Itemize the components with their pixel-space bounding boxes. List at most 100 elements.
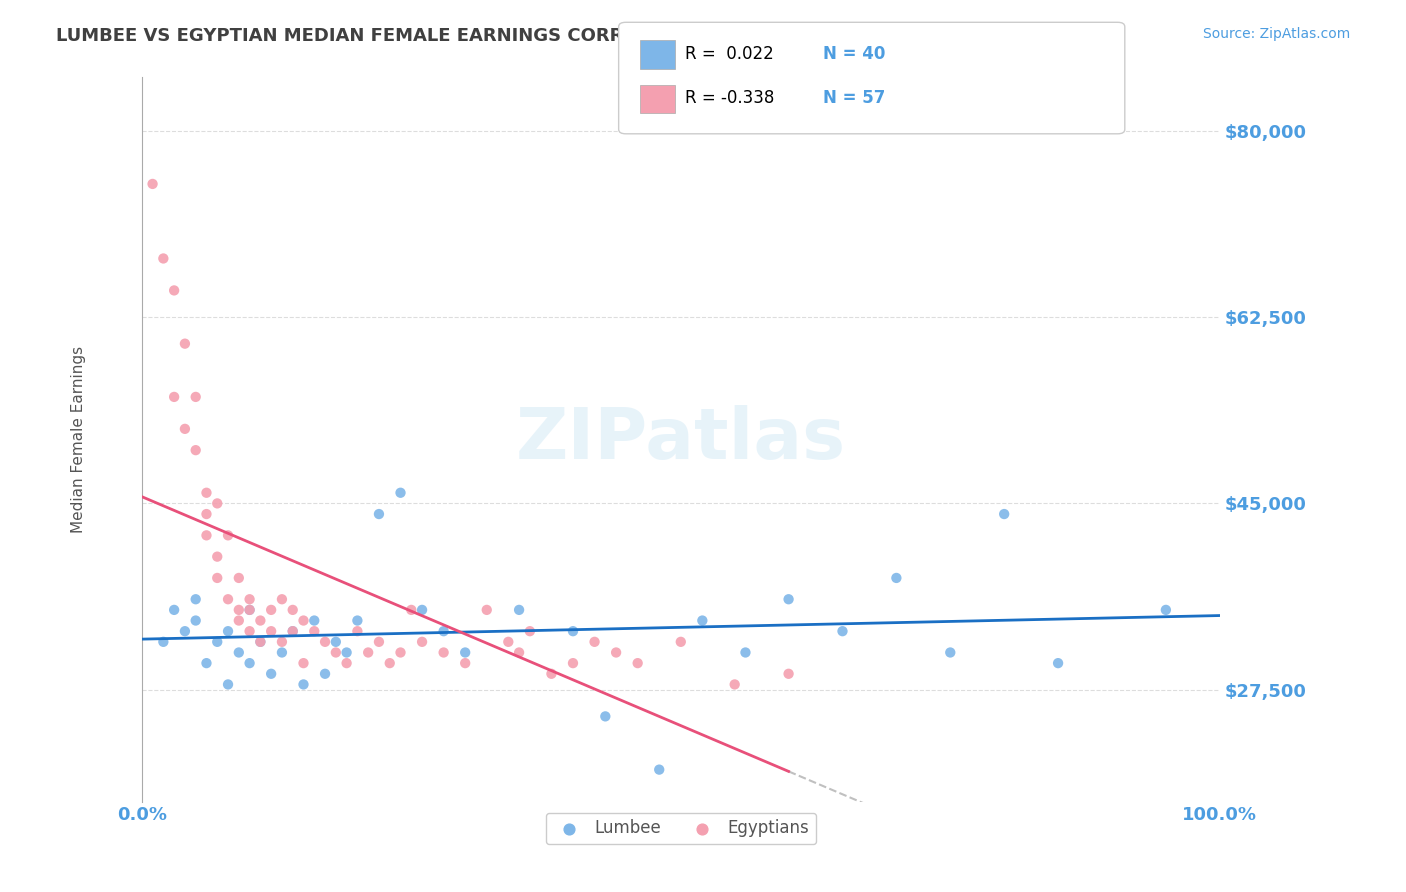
Point: [1047, 656, 1070, 670]
Text: N = 40: N = 40: [823, 45, 884, 62]
Point: [325, 645, 347, 659]
Point: [228, 571, 250, 585]
Point: [239, 603, 262, 617]
Point: [292, 677, 315, 691]
Point: [325, 635, 347, 649]
Point: [378, 656, 401, 670]
Point: [228, 645, 250, 659]
Point: [260, 603, 283, 617]
Point: [886, 571, 908, 585]
Point: [304, 624, 326, 639]
Point: [174, 624, 197, 639]
Point: [228, 614, 250, 628]
Point: [195, 528, 218, 542]
Point: [475, 603, 498, 617]
Point: [184, 390, 207, 404]
Point: [217, 624, 239, 639]
Point: [249, 635, 271, 649]
Point: [346, 624, 368, 639]
Point: [562, 656, 585, 670]
Point: [411, 603, 433, 617]
Point: [217, 528, 239, 542]
Point: [239, 603, 262, 617]
Point: [195, 485, 218, 500]
Text: N = 57: N = 57: [823, 89, 884, 107]
Point: [163, 390, 186, 404]
Point: [583, 635, 606, 649]
Point: [239, 592, 262, 607]
Point: [174, 422, 197, 436]
Point: [207, 635, 229, 649]
Point: [217, 677, 239, 691]
Point: [207, 571, 229, 585]
Point: [281, 624, 304, 639]
Text: ZIPatlas: ZIPatlas: [516, 405, 846, 474]
Point: [389, 645, 412, 659]
Point: [271, 592, 294, 607]
Point: [195, 507, 218, 521]
Point: [281, 624, 304, 639]
Point: [336, 645, 359, 659]
Point: [292, 656, 315, 670]
Point: [207, 496, 229, 510]
Point: [778, 592, 800, 607]
Point: [163, 603, 186, 617]
Point: [292, 614, 315, 628]
Point: [562, 624, 585, 639]
Point: [993, 507, 1015, 521]
Point: [605, 645, 627, 659]
Point: [304, 614, 326, 628]
Point: [239, 656, 262, 670]
Text: R = -0.338: R = -0.338: [685, 89, 775, 107]
Point: [207, 549, 229, 564]
Legend: Lumbee, Egyptians: Lumbee, Egyptians: [546, 813, 815, 844]
Text: Source: ZipAtlas.com: Source: ZipAtlas.com: [1202, 27, 1350, 41]
Point: [368, 507, 391, 521]
Point: [498, 635, 520, 649]
Text: LUMBEE VS EGYPTIAN MEDIAN FEMALE EARNINGS CORRELATION CHART: LUMBEE VS EGYPTIAN MEDIAN FEMALE EARNING…: [56, 27, 783, 45]
Point: [778, 666, 800, 681]
Point: [217, 592, 239, 607]
Point: [346, 614, 368, 628]
Point: [249, 635, 271, 649]
Point: [389, 485, 412, 500]
Point: [281, 603, 304, 617]
Point: [152, 635, 174, 649]
Point: [454, 656, 477, 670]
Point: [401, 603, 423, 617]
Point: [314, 666, 336, 681]
Point: [260, 666, 283, 681]
Point: [239, 624, 262, 639]
Point: [669, 635, 692, 649]
Point: [184, 614, 207, 628]
Point: [734, 645, 756, 659]
Point: [184, 443, 207, 458]
Point: [184, 592, 207, 607]
Point: [174, 336, 197, 351]
Point: [648, 763, 671, 777]
Point: [692, 614, 714, 628]
Point: [195, 656, 218, 670]
Text: R =  0.022: R = 0.022: [685, 45, 773, 62]
Point: [152, 252, 174, 266]
Point: [368, 635, 391, 649]
Y-axis label: Median Female Earnings: Median Female Earnings: [72, 346, 86, 533]
Point: [1154, 603, 1177, 617]
Point: [595, 709, 617, 723]
Point: [627, 656, 650, 670]
Point: [508, 603, 530, 617]
Point: [540, 666, 562, 681]
Point: [271, 645, 294, 659]
Point: [454, 645, 477, 659]
Point: [433, 624, 456, 639]
Point: [939, 645, 962, 659]
Point: [433, 645, 456, 659]
Point: [508, 645, 530, 659]
Point: [519, 624, 541, 639]
Point: [271, 635, 294, 649]
Point: [249, 614, 271, 628]
Point: [314, 635, 336, 649]
Point: [260, 624, 283, 639]
Point: [228, 603, 250, 617]
Point: [163, 284, 186, 298]
